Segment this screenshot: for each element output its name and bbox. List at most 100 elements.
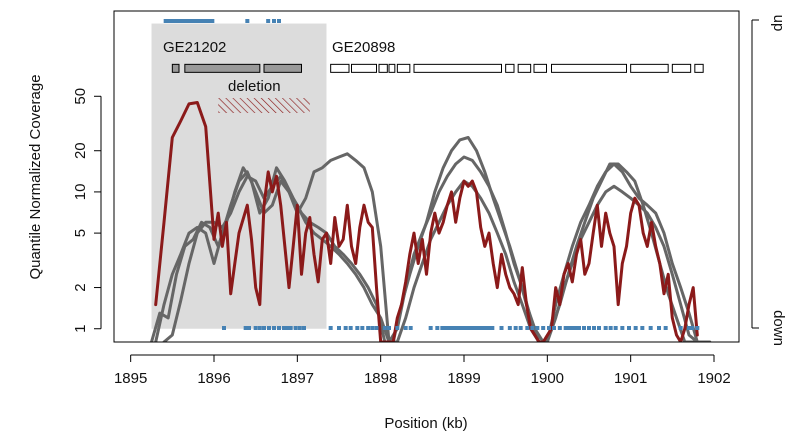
right-axis [751,19,759,329]
rug-down-mark [457,326,461,330]
rug-down-mark [395,326,400,330]
rug-down-mark [370,326,375,330]
x-tick-label: 1898 [364,370,397,387]
rug-down-mark [530,326,535,330]
rug-down-mark [663,326,668,330]
deletion-label: deletion [228,78,281,95]
rug-up-mark [266,19,271,23]
gene-exon-open [551,63,627,73]
rug-down-mark [343,326,348,330]
rug-down-mark [355,326,360,330]
rug-down-mark [435,326,440,330]
x-tick-label: 1897 [281,370,314,387]
gene-exon-open [378,63,388,73]
rug-down-mark [253,326,258,330]
rug-down-mark [272,326,276,330]
rug-down-mark [620,326,625,330]
rug-down-mark [282,326,286,330]
rug-down-mark [443,326,448,330]
rug-down-mark [463,326,468,330]
gene-label-ge20898: GE20898 [332,39,395,56]
rug-down-mark [480,326,485,330]
rug-down-mark [582,326,586,330]
rug-down-mark [403,326,408,330]
rug-up-mark [178,19,183,23]
rug-down-mark [490,326,495,330]
rug-up-mark [245,19,250,23]
gene-exon-open [388,63,396,73]
gene-label-ge21202: GE21202 [163,39,226,56]
rug-down-mark [302,326,306,330]
x-tick-label: 1895 [114,370,147,387]
rug-up-mark [210,19,215,23]
rug-down-mark [467,326,471,330]
rug-up-mark [192,19,196,23]
rug-up-mark [163,19,168,23]
rug-down-mark [507,326,512,330]
y-axis: 1 2 5 10 20 50 [72,88,102,333]
gene-exon-open [413,63,502,73]
plot-frame [113,10,740,343]
x-tick-label: 1899 [447,370,480,387]
rug-up-mark [175,19,180,23]
rug-down-mark [447,326,451,330]
rug-down-mark [428,326,433,330]
rug-down-mark [487,326,491,330]
gene-exon-open [505,63,515,73]
rug-down-mark [525,326,530,330]
rug-down-mark [293,326,298,330]
gene-exon-open [694,63,704,73]
rug-down-mark [374,326,379,330]
rug-down-mark [513,326,518,330]
y-tick-label: 20 [72,142,89,159]
rug-down-mark [573,326,578,330]
coverage-series-3 [154,101,699,342]
x-axis: 1895 1896 1897 1898 1899 1900 1901 1902 [114,354,731,387]
rug-down-mark [408,326,413,330]
deletion-hatch [218,98,310,113]
rug-down-mark [453,326,458,330]
rug-down-mark [477,326,481,330]
rug-up-mark [172,19,176,23]
rug-down-mark [277,326,281,330]
gene-exon-open [671,63,692,73]
gene-exon-open [396,63,411,73]
rug-up-mark [168,19,173,23]
coverage-series-0 [150,136,712,342]
x-tick-label: 1900 [531,370,564,387]
rug-down-mark [690,326,695,330]
rug-up-mark [188,19,193,23]
rug-down-mark [257,326,262,330]
gene-exon-filled [171,63,180,73]
gene-exon-open [351,63,377,73]
rug-down-mark [483,326,488,330]
rug-down-mark [243,326,248,330]
right-axis-label-down: down [770,310,787,346]
gene-exon-filled [263,63,302,73]
gene-exon-open [533,63,547,73]
rug-down-mark [640,326,645,330]
rug-down-mark [541,326,546,330]
y-tick-label: 50 [72,88,89,105]
rug-down-mark [499,326,504,330]
y-tick-label: 10 [72,184,89,201]
rug-down-mark [328,326,333,330]
rug-down-mark [567,326,571,330]
rug-down-mark [247,326,251,330]
rug-up-mark [195,19,200,23]
rug-down-mark [627,326,631,330]
rug-down-mark [695,326,700,330]
rug-up-mark [277,19,281,23]
rug-down-mark [603,326,608,330]
rug-down-mark [387,326,391,330]
rug-down-mark [366,326,371,330]
rug-down-mark [577,326,581,330]
rug-down-mark [348,326,353,330]
rug-down-mark [382,326,387,330]
rug-down-mark [552,326,556,330]
x-tick-label: 1896 [197,370,230,387]
rug-up-mark [272,19,276,23]
rug-down-mark [285,326,290,330]
